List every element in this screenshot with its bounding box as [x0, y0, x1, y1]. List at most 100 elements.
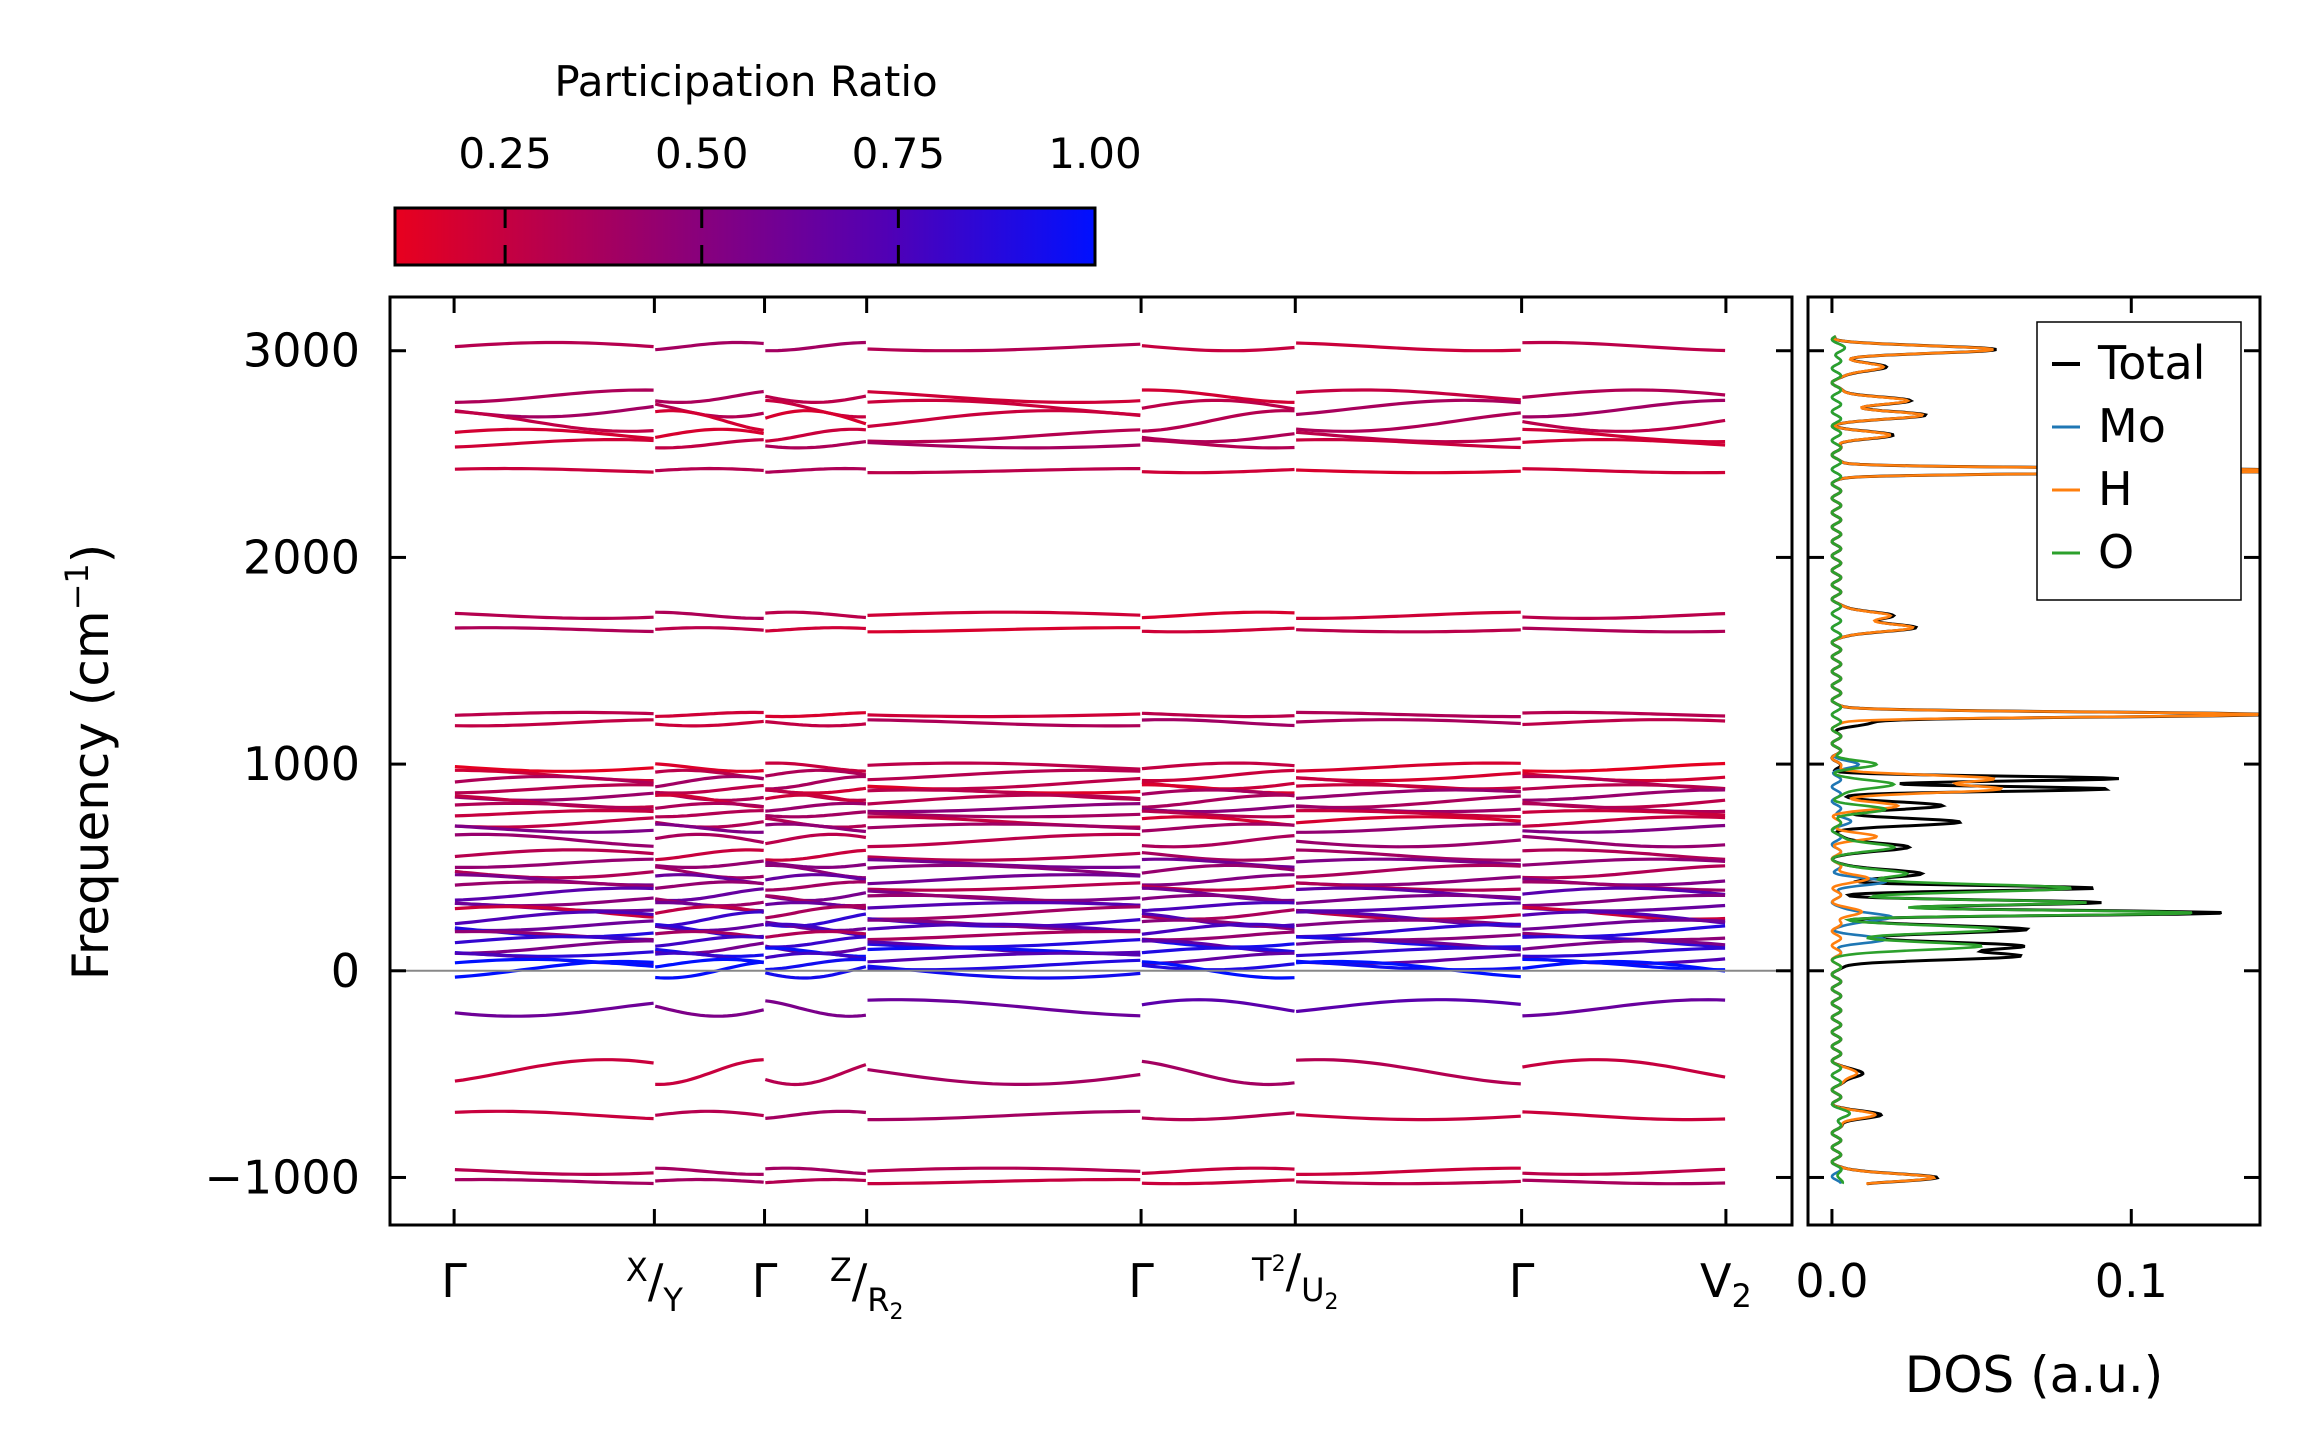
band-line [454, 710, 654, 717]
colorbar-tick-label: 0.25 [458, 129, 552, 178]
band-line [454, 809, 654, 818]
band-line [867, 1177, 1141, 1186]
y-tick-label: −1000 [204, 1150, 360, 1204]
band-line [1522, 783, 1726, 791]
band-line [655, 610, 764, 620]
band-line [1295, 411, 1521, 433]
band-line [454, 626, 654, 634]
colorbar-tick-label: 0.50 [655, 129, 749, 178]
band-line [765, 801, 866, 813]
band-line [765, 832, 867, 846]
y-tick-label: 1000 [243, 737, 360, 791]
band-line [1295, 893, 1521, 905]
band-line [655, 848, 764, 862]
band-line [867, 881, 1141, 892]
band-line [1141, 863, 1295, 875]
band-line [867, 901, 1141, 910]
band-line [454, 1177, 654, 1186]
band-line [1296, 710, 1521, 719]
band-line [867, 951, 1141, 964]
band-line [867, 467, 1141, 475]
colorbar-tick-label: 0.75 [852, 129, 946, 178]
band-line [867, 409, 1141, 429]
band-line [867, 1109, 1141, 1122]
band-line [1296, 848, 1521, 862]
band-line [1141, 998, 1295, 1013]
band-line [1141, 718, 1295, 728]
band-line [765, 951, 867, 961]
band-line [1141, 1111, 1295, 1122]
k-point-label: Γ [1128, 1254, 1154, 1308]
band-line [1141, 946, 1295, 955]
band-line [454, 905, 654, 919]
band-line [655, 710, 764, 719]
band-line [1296, 822, 1521, 834]
dos-x-tick-label: 0.1 [2095, 1254, 2168, 1308]
band-line [765, 848, 867, 862]
bands-group [454, 340, 1726, 1186]
band-line [867, 873, 1141, 886]
band-line [1522, 893, 1726, 908]
band-line [867, 428, 1141, 444]
legend-label: Total [2097, 336, 2205, 390]
band-line [1295, 788, 1521, 800]
band-line [1522, 1110, 1726, 1122]
band-line [1522, 918, 1726, 931]
band-line [1296, 959, 1521, 979]
band-line [654, 1004, 765, 1018]
dos-x-axis-label: DOS (a.u.) [1905, 1346, 2164, 1404]
band-line [655, 887, 764, 903]
band-line [765, 440, 867, 450]
band-line [454, 939, 654, 955]
legend-label: O [2098, 525, 2134, 579]
band-line [867, 768, 1141, 782]
band-line [1296, 901, 1521, 913]
band-structure-panel: −1000 0 1000 2000 3000 Γ X/Y Γ Z/R2 Γ T2/U2 Γ V2 Fre… [58, 295, 1794, 1325]
band-line [654, 774, 764, 789]
band-line [1522, 710, 1726, 718]
band-line [454, 409, 654, 433]
band-line [1141, 893, 1295, 904]
band-line [1296, 718, 1521, 726]
band-line [454, 957, 654, 968]
band-line [1295, 959, 1521, 972]
band-line [454, 919, 654, 933]
band-line [655, 389, 764, 404]
band-line [765, 340, 866, 353]
band-line [764, 1063, 867, 1087]
band-line [1522, 848, 1726, 861]
band-line [654, 427, 764, 439]
legend-label: Mo [2098, 399, 2166, 453]
band-line [655, 1177, 764, 1184]
band-line [654, 957, 764, 969]
band-line [1522, 398, 1726, 419]
band-line [1296, 628, 1521, 634]
band-line [1522, 935, 1726, 948]
band-line [655, 910, 764, 928]
band-line [454, 1109, 654, 1121]
band-line [1296, 1113, 1521, 1122]
band-line [1141, 438, 1295, 450]
band-line [1296, 1179, 1521, 1186]
band-line [765, 1166, 867, 1176]
band-line [1295, 838, 1521, 849]
band-line [1296, 610, 1521, 620]
band-line [454, 801, 654, 812]
band-line [1295, 388, 1521, 402]
k-point-label: V2 [1700, 1254, 1752, 1315]
band-line [1296, 857, 1521, 867]
colorbar: Participation Ratio 0.25 0.50 0.75 1.00 [393, 57, 1142, 267]
band-line [867, 929, 1141, 942]
band-line [1295, 815, 1521, 825]
band-line [1296, 468, 1521, 475]
band-line [1296, 946, 1521, 958]
band-line [765, 957, 866, 972]
band-line [655, 626, 764, 632]
band-line [867, 342, 1141, 353]
band-line [1141, 960, 1295, 980]
band-line [1295, 398, 1521, 417]
band-line [1296, 863, 1521, 879]
band-line [867, 998, 1141, 1018]
band-line [765, 610, 867, 620]
band-line [1141, 939, 1295, 955]
